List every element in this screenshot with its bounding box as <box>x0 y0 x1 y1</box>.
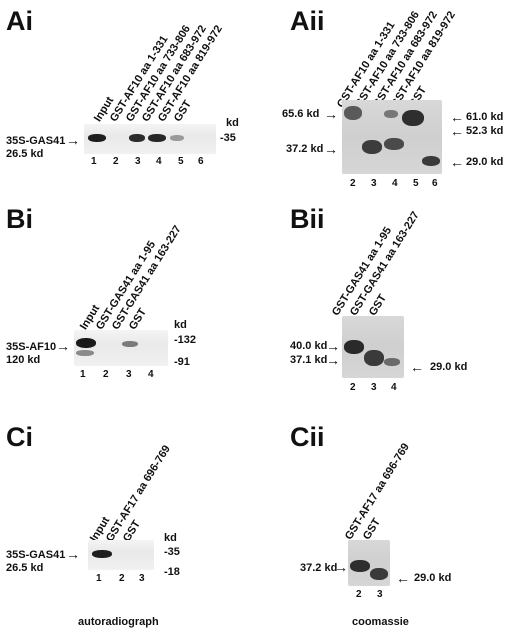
band <box>148 134 166 142</box>
marker-label: 29.0 kd <box>414 572 452 584</box>
marker-label: 29.0 kd <box>430 361 468 373</box>
arrow-left-icon: ← <box>410 359 424 375</box>
lane-number: 2 <box>119 573 125 584</box>
probe-label: 35S-GAS41 <box>6 135 66 147</box>
lane-number: 2 <box>350 382 356 393</box>
band <box>76 350 94 356</box>
marker-label: 37.2 kd <box>286 143 324 155</box>
arrow-right-icon: → <box>66 132 80 148</box>
band <box>76 338 96 348</box>
lane-number: 4 <box>391 382 397 393</box>
arrow-right-icon: → <box>56 338 70 354</box>
lane-number: 6 <box>432 178 438 189</box>
probe-label: 35S-GAS41 <box>6 549 66 561</box>
marker-label: -35 <box>220 132 236 144</box>
arrow-right-icon: → <box>324 106 338 122</box>
lane-number: 4 <box>392 178 398 189</box>
panel-label: Bii <box>290 204 325 234</box>
band <box>170 135 184 141</box>
probe-label: 35S-AF10 <box>6 341 57 353</box>
band <box>384 110 398 118</box>
autoradiograph-blot <box>88 540 154 570</box>
band <box>384 358 400 366</box>
band <box>344 340 364 354</box>
marker-label: 37.2 kd <box>300 562 338 574</box>
lane-number: 4 <box>156 156 162 167</box>
panel-label: Ci <box>6 422 33 452</box>
band <box>422 156 440 166</box>
kd-label: kd <box>164 532 177 544</box>
autoradiograph-blot <box>74 330 168 366</box>
arrow-left-icon: ← <box>450 123 464 139</box>
lane-number: 3 <box>377 589 383 600</box>
arrow-right-icon: → <box>324 141 338 157</box>
panel-label: Cii <box>290 422 325 452</box>
marker-label: 65.6 kd <box>282 108 320 120</box>
marker-label: -18 <box>164 566 180 578</box>
band <box>129 134 145 142</box>
lane-number: 2 <box>103 369 109 380</box>
lane-number: 2 <box>356 589 362 600</box>
band <box>362 140 382 154</box>
arrow-right-icon: → <box>334 559 348 575</box>
marker-label: -91 <box>174 356 190 368</box>
lane-number: 5 <box>178 156 184 167</box>
marker-label: 40.0 kd <box>290 340 328 352</box>
arrow-left-icon: ← <box>450 109 464 125</box>
lane-number: 2 <box>113 156 119 167</box>
marker-label: 29.0 kd <box>466 156 504 168</box>
band <box>122 341 138 347</box>
autoradiograph-blot <box>84 124 216 154</box>
coomassie-gel <box>342 100 442 174</box>
band <box>92 550 112 558</box>
arrow-left-icon: ← <box>396 570 410 586</box>
band <box>88 134 106 142</box>
band <box>344 106 362 120</box>
lane-number: 3 <box>126 369 132 380</box>
coomassie-gel <box>342 316 404 378</box>
marker-label: -132 <box>174 334 197 346</box>
marker-label: -35 <box>164 546 180 558</box>
arrow-left-icon: ← <box>450 154 464 170</box>
panel-label: Ai <box>6 6 33 36</box>
probe-size: 120 kd <box>6 354 41 366</box>
arrow-right-icon: → <box>326 338 340 354</box>
arrow-right-icon: → <box>326 352 340 368</box>
autoradiograph-caption: autoradiograph <box>78 616 159 628</box>
kd-label: kd <box>226 117 239 129</box>
probe-size: 26.5 kd <box>6 148 44 160</box>
marker-label: 37.1 kd <box>290 354 328 366</box>
arrow-right-icon: → <box>66 546 80 562</box>
lane-number: 5 <box>413 178 419 189</box>
lane-number: 3 <box>371 382 377 393</box>
panel-label: Aii <box>290 6 325 36</box>
lane-number: 1 <box>91 156 97 167</box>
lane-number: 1 <box>96 573 102 584</box>
marker-label: 52.3 kd <box>466 125 504 137</box>
lane-number: 6 <box>198 156 204 167</box>
lane-number: 2 <box>350 178 356 189</box>
lane-number: 4 <box>148 369 154 380</box>
band <box>350 560 370 572</box>
marker-label: 61.0 kd <box>466 111 504 123</box>
lane-number: 3 <box>371 178 377 189</box>
band <box>370 568 388 580</box>
coomassie-caption: coomassie <box>352 616 409 628</box>
lane-number: 3 <box>139 573 145 584</box>
band <box>364 350 384 366</box>
band <box>384 138 404 150</box>
lane-number: 1 <box>80 369 86 380</box>
band <box>402 110 424 126</box>
lane-number: 3 <box>135 156 141 167</box>
panel-label: Bi <box>6 204 33 234</box>
probe-size: 26.5 kd <box>6 562 44 574</box>
kd-label: kd <box>174 319 187 331</box>
coomassie-gel <box>348 540 390 586</box>
